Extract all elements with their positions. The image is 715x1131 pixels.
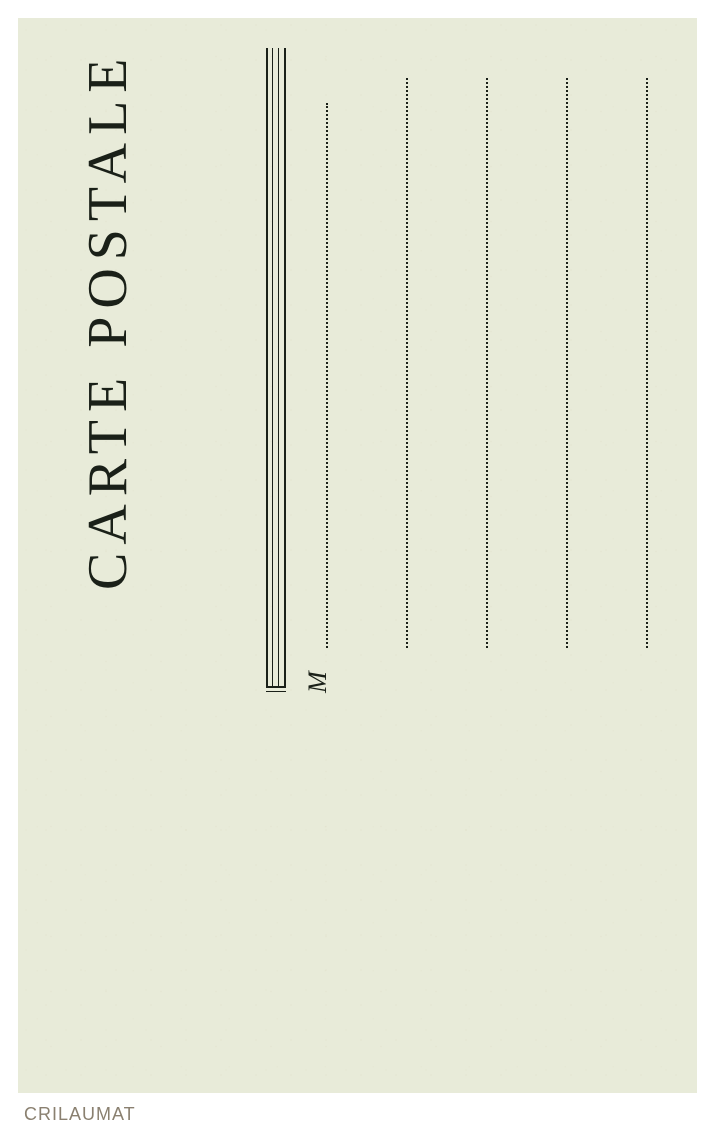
address-line-1 <box>326 103 328 648</box>
address-line-2 <box>406 78 408 648</box>
divider-cap-inner <box>266 691 286 692</box>
watermark-text: CRILAUMAT <box>24 1104 136 1125</box>
address-prefix-m: M <box>303 671 333 693</box>
divider-cap <box>266 686 286 688</box>
postcard-title: CARTE POSTALE <box>76 50 140 590</box>
address-line-4 <box>566 78 568 648</box>
postcard-back: CARTE POSTALE M <box>18 18 697 1093</box>
address-line-3 <box>486 78 488 648</box>
address-line-5 <box>646 78 648 648</box>
